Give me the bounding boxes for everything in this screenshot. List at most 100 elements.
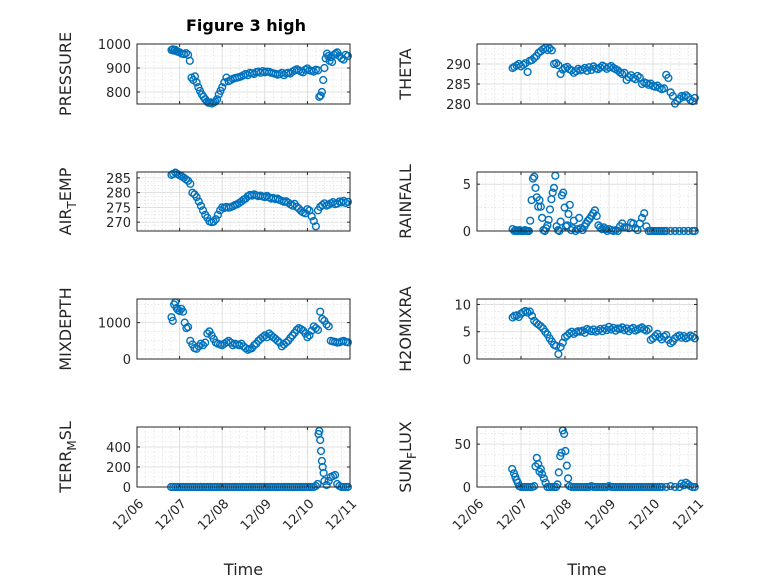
y-tick-label: 1000 [98, 317, 131, 332]
data-point [561, 446, 570, 456]
data-point [539, 474, 549, 483]
data-point [316, 307, 325, 316]
data-point [559, 429, 569, 439]
y-axis-label: TERRMSL [56, 421, 79, 494]
data-point [563, 474, 573, 483]
data-point [316, 91, 325, 100]
data-series [167, 168, 353, 231]
y-tick-label: 0 [463, 481, 471, 496]
x-tick-label: 12/10 [626, 497, 663, 534]
data-point [530, 53, 539, 63]
y-axis-label: PRESSURE [56, 32, 75, 116]
y-axis-label: MIXDEPTH [56, 287, 75, 370]
data-point [168, 316, 177, 325]
data-point [690, 334, 699, 343]
y-tick-label: 0 [463, 353, 471, 368]
data-point [508, 63, 517, 73]
y-axis-label: SUNFLUX [396, 421, 419, 493]
data-point [311, 222, 321, 231]
data-point [556, 342, 565, 352]
y-tick-label: 10 [454, 298, 471, 313]
data-point [574, 213, 584, 223]
data-point [556, 69, 565, 79]
data-point [316, 446, 326, 456]
data-point [688, 332, 697, 341]
data-point [543, 221, 552, 230]
data-point [615, 68, 625, 77]
data-point [644, 324, 653, 334]
data-series [167, 298, 353, 355]
data-point [521, 306, 530, 316]
y-tick-label: 5 [463, 326, 471, 341]
y-tick-label: 285 [446, 78, 471, 93]
data-point [309, 216, 318, 226]
data-point [573, 225, 582, 234]
y-tick-label: 5 [463, 178, 471, 193]
data-point [320, 476, 329, 486]
data-point [666, 482, 675, 491]
data-point [196, 339, 206, 348]
data-point [194, 197, 203, 206]
data-point [519, 60, 528, 69]
data-point [250, 341, 259, 350]
axes-frame [476, 171, 698, 232]
y-tick-label: 50 [454, 438, 471, 453]
data-point [521, 59, 530, 68]
data-point [530, 482, 539, 491]
y-tick-label: 1000 [98, 38, 131, 53]
data-point [611, 326, 620, 335]
y-axis-label: H2OMIXRA [396, 286, 415, 372]
data-point [642, 222, 651, 231]
data-point [324, 322, 333, 331]
data-point [311, 324, 321, 333]
data-point [512, 311, 521, 320]
x-tick-label: 12/06 [450, 497, 487, 534]
data-point [178, 307, 188, 316]
subplot-4: 0 5 RAINFALL [396, 164, 699, 240]
data-point [184, 322, 193, 332]
data-point [562, 461, 571, 470]
data-point [175, 306, 184, 316]
data-point [525, 307, 534, 316]
data-point [553, 480, 562, 489]
data-point [536, 202, 545, 211]
axes-frame [476, 426, 698, 488]
data-point [548, 188, 557, 197]
data-point [343, 51, 353, 61]
data-point [675, 331, 684, 340]
data-point [556, 217, 565, 226]
data-point [343, 338, 353, 347]
x-tick-label: 12/08 [195, 497, 232, 534]
data-point [552, 341, 561, 351]
data-point [528, 174, 538, 183]
data-point [651, 332, 660, 341]
x-tick-label: 12/07 [494, 497, 531, 534]
data-point [205, 327, 214, 336]
y-tick-label: 275 [106, 201, 131, 216]
subplot-1: 800 900 1000 PRESSURE [56, 32, 353, 116]
x-tick-label: 12/06 [110, 497, 147, 534]
data-point [317, 456, 327, 466]
plot-area [476, 171, 698, 232]
data-point [537, 470, 547, 479]
axes-frame [136, 171, 351, 232]
data-point [273, 336, 282, 345]
axes-frame [476, 298, 698, 360]
data-point [198, 206, 208, 215]
subplot-6: 0 5 10 H2OMIXRA [396, 286, 699, 372]
data-point [311, 481, 321, 491]
data-point [315, 426, 324, 436]
data-point [192, 193, 201, 202]
data-point [545, 44, 554, 53]
x-axis-label: Time [566, 560, 606, 579]
data-point [531, 183, 540, 193]
data-point [592, 211, 601, 221]
data-series [508, 306, 699, 359]
data-point [192, 344, 201, 353]
data-point [331, 470, 340, 480]
x-tick-label: 12/10 [280, 497, 317, 534]
data-point [186, 179, 195, 188]
data-point [167, 313, 176, 322]
y-tick-label: 270 [106, 216, 131, 231]
